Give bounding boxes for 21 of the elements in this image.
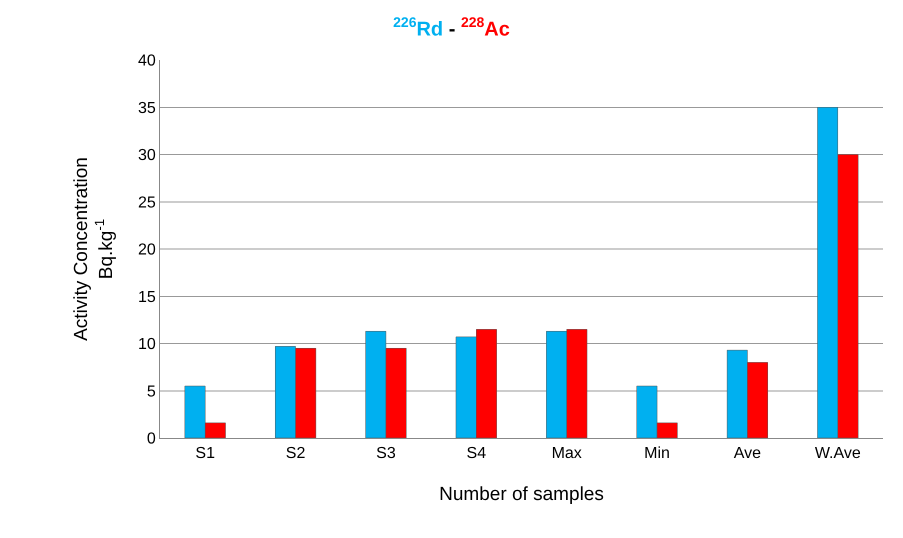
y-tick-label: 0 [146, 430, 156, 448]
x-tick-label: Max [552, 445, 582, 462]
y-tick-label: 20 [138, 242, 156, 259]
y-tick-label: 30 [138, 147, 156, 164]
text: $^{228}$Ac [460, 14, 510, 41]
x-axis-title: Number of samples [439, 484, 604, 505]
x-tick-label: Ave [734, 445, 762, 462]
x-tick-label: Min [644, 445, 670, 462]
x-tick-label: S1 [195, 445, 216, 462]
x-tick-label: W.Ave [814, 445, 861, 462]
y-tick-label: 5 [146, 383, 156, 400]
x-tick-label: S2 [286, 445, 306, 462]
text: $^{226}$Rd [393, 14, 444, 41]
y-tick-label: 40 [138, 52, 156, 70]
y-tick-label: 15 [138, 288, 156, 306]
y-tick-label: 25 [138, 194, 156, 212]
y-tick-label: 10 [138, 336, 156, 354]
y-tick-label: 35 [138, 100, 156, 117]
chart-title: - [448, 18, 456, 41]
x-tick-label: S3 [376, 445, 396, 462]
x-tick-label: S4 [466, 445, 486, 462]
